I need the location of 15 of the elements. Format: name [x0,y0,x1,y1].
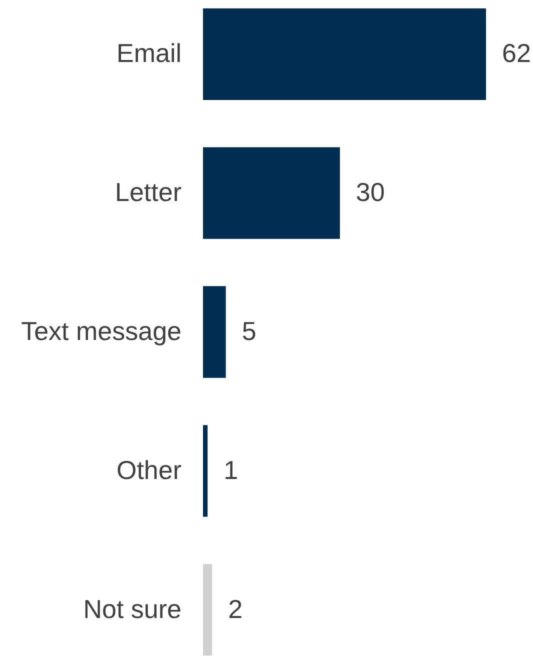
data-label: 62 [502,38,531,68]
bar [203,147,340,239]
bar [203,425,208,517]
data-label: 5 [242,316,256,346]
y-tick-label: Other [116,454,182,485]
y-tick-label: Letter [115,177,182,208]
y-tick-label: Text message [21,316,182,346]
bar [203,564,212,656]
data-label: 30 [356,177,385,208]
data-label: 1 [224,454,238,485]
bar [203,8,486,100]
y-tick-label: Not sure [83,594,182,624]
data-label: 2 [228,594,243,624]
y-tick-label: Email [116,38,182,68]
bar [203,286,226,378]
